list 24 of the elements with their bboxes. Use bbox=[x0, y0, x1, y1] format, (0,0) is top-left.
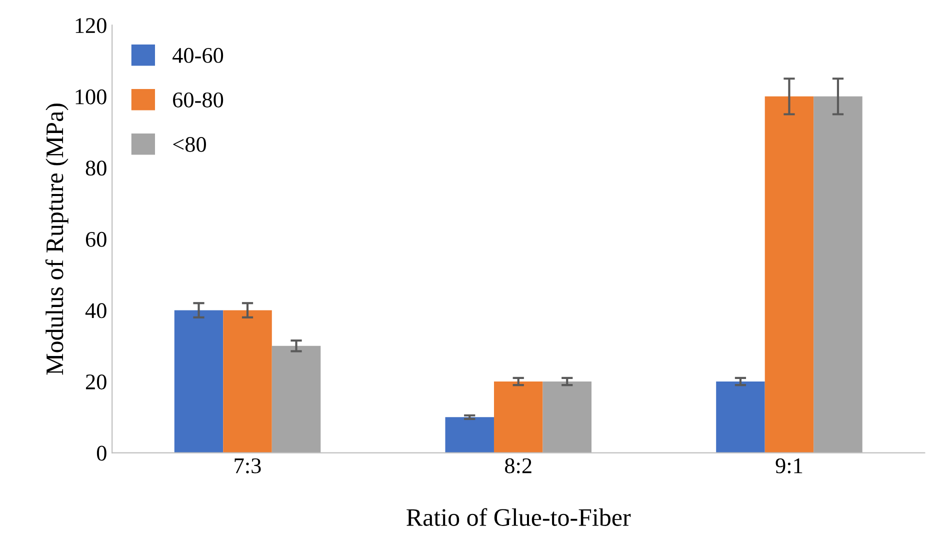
bar bbox=[494, 382, 543, 453]
bar bbox=[272, 346, 321, 453]
bar bbox=[814, 96, 862, 453]
bar bbox=[716, 382, 765, 453]
y-tick-label: 100 bbox=[76, 89, 106, 104]
x-tick-label: 9:1 bbox=[776, 458, 802, 474]
y-axis-title: Modulus of Rupture (MPa) bbox=[45, 104, 68, 375]
bar bbox=[445, 417, 494, 453]
x-tick-label: 7:3 bbox=[234, 458, 261, 474]
bar bbox=[542, 382, 592, 453]
y-tick-label: 120 bbox=[76, 18, 106, 34]
bar bbox=[764, 96, 814, 453]
y-tick-label: 20 bbox=[86, 374, 106, 390]
legend-label: 60-80 bbox=[173, 92, 224, 108]
x-axis-title: Ratio of Glue-to-Fiber bbox=[406, 508, 631, 526]
y-tick-label: 40 bbox=[85, 303, 106, 318]
bar bbox=[174, 310, 224, 453]
y-tick-label: 80 bbox=[86, 160, 106, 176]
y-tick-label: 60 bbox=[86, 232, 106, 247]
legend-label: <80 bbox=[173, 136, 206, 152]
legend-label: 40-60 bbox=[172, 48, 224, 63]
y-tick-label: 0 bbox=[96, 446, 106, 461]
bar bbox=[223, 310, 272, 453]
x-tick-label: 8:2 bbox=[505, 458, 532, 474]
